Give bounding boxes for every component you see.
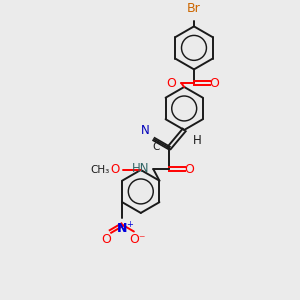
- Text: O⁻: O⁻: [130, 233, 146, 247]
- Text: +: +: [126, 220, 133, 229]
- Text: O: O: [110, 164, 119, 176]
- Text: CH₃: CH₃: [90, 165, 110, 175]
- Text: Br: Br: [187, 2, 201, 15]
- Text: N: N: [141, 124, 150, 137]
- Text: O: O: [167, 76, 176, 90]
- Text: N: N: [117, 222, 128, 235]
- Text: O: O: [185, 163, 195, 176]
- Text: H: H: [193, 134, 202, 147]
- Text: O: O: [210, 76, 219, 90]
- Text: O: O: [102, 233, 112, 247]
- Text: N: N: [118, 222, 127, 235]
- Text: HN: HN: [132, 162, 150, 175]
- Text: C: C: [152, 142, 160, 152]
